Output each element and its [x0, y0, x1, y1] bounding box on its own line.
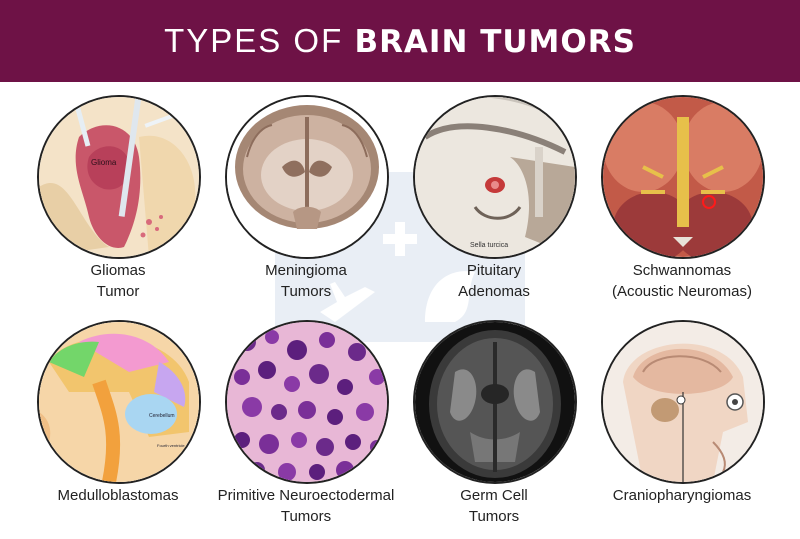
title-bold: BRAIN TUMORS: [354, 24, 636, 60]
pituitary-image: Sella turcica: [413, 95, 577, 259]
cerebellum-inner-label: Cerebellum: [149, 413, 175, 419]
sella-inner-label: Sella turcica: [470, 242, 508, 249]
craniopharyngiomas-image: [601, 320, 765, 484]
primitive-neuroectodermal-image: [225, 320, 389, 484]
label-line1: Medulloblastomas: [57, 487, 179, 504]
page-title: TYPES OF BRAIN TUMORS: [164, 24, 636, 58]
label-line1: Pituitary: [466, 262, 522, 279]
label-line2: Tumors: [280, 283, 332, 300]
glioma-inner-label: Glioma: [91, 158, 117, 167]
meningioma-label: Meningioma Tumors: [196, 260, 416, 302]
germ-cell-image: [413, 320, 577, 484]
fourth-ventricle-inner-label: Fourth ventricle: [157, 443, 185, 448]
pituitary-label: Pituitary Adenomas: [384, 260, 604, 302]
craniopharyngiomas-label: Craniopharyngiomas: [572, 485, 792, 506]
schwannomas-image: [601, 95, 765, 259]
label-line1: Craniopharyngiomas: [612, 487, 752, 504]
germ-cell-label: Germ Cell Tumors: [384, 485, 604, 527]
header-banner: TYPES OF BRAIN TUMORS: [0, 0, 800, 82]
medulloblastomas-label: Medulloblastomas: [8, 485, 228, 506]
primitive-neuroectodermal-label: Primitive Neuroectodermal Tumors: [196, 485, 416, 527]
label-line2: Tumors: [468, 508, 520, 525]
label-line1: Meningioma: [265, 262, 347, 279]
label-line1: Schwannomas: [632, 262, 732, 279]
label-line2: Adenomas: [458, 283, 530, 300]
label-line2: Tumors: [280, 508, 332, 525]
gliomas-image: Glioma: [37, 95, 201, 259]
label-line1: Primitive Neuroectodermal: [217, 487, 395, 504]
gliomas-label: Gliomas Tumor: [8, 260, 228, 302]
label-line1: Gliomas: [90, 262, 146, 279]
schwannomas-label: Schwannomas (Acoustic Neuromas): [572, 260, 792, 302]
label-line2: Tumor: [96, 283, 140, 300]
medulloblastomas-image: Cerebellum Fourth ventricle: [37, 320, 201, 484]
label-line2: (Acoustic Neuromas): [611, 283, 753, 300]
title-light: TYPES OF: [164, 22, 355, 59]
meningioma-image: [225, 95, 389, 259]
label-line1: Germ Cell: [460, 487, 528, 504]
